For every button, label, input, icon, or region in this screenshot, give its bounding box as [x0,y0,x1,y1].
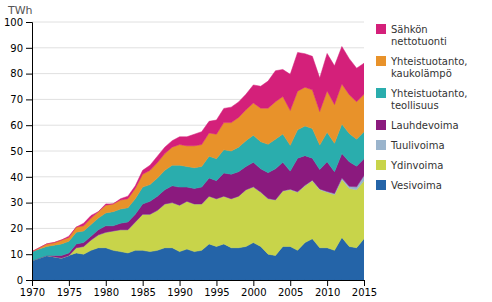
y-tick-mark [26,228,32,229]
legend-label: Vesivoima [391,180,442,191]
x-tick-label: 1975 [57,287,82,298]
x-tick-mark [253,280,254,286]
x-tick-label: 1970 [20,287,45,298]
y-tick: 100 [4,17,32,28]
y-tick: 10 [10,249,32,260]
y-tick-label: 50 [10,146,23,157]
y-tick: 80 [10,68,32,79]
y-tick-mark [26,74,32,75]
legend-swatch [376,88,386,98]
grid-line [32,22,364,23]
y-tick-mark [26,22,32,23]
x-tick: 2000 [241,280,266,298]
x-tick-mark [290,280,291,286]
grid [32,22,364,280]
x-tick: 2015 [352,280,377,298]
x-tick-label: 2005 [278,287,303,298]
legend-label: Tuulivoima [390,140,445,151]
legend-item: Yhteistuotanto,kaukolämpö [376,56,468,79]
y-axis-line [26,23,33,281]
legend-label: Ydinvoima [390,160,443,171]
legend-label: Yhteistuotanto,kaukolämpö [390,56,468,79]
legend-item: Yhteistuotanto,teollisuus [376,88,468,111]
legend-item: Tuulivoima [376,140,445,151]
areas [32,47,364,280]
legend-item: Sähkönnettotuonti [376,24,447,47]
y-tick-mark [26,48,32,49]
y-tick-mark [26,99,32,100]
y-tick-label: 0 [17,275,23,286]
legend-swatch [376,56,386,66]
x-tick-mark [216,280,217,286]
legend-label: Sähkönnettotuonti [391,24,447,47]
x-tick: 1990 [167,280,192,298]
x-tick: 2010 [315,280,340,298]
y-tick-label: 30 [10,197,23,208]
x-tick-label: 1985 [130,287,155,298]
grid-line [32,47,364,48]
x-tick: 1980 [94,280,119,298]
y-tick-mark [26,254,32,255]
x-tick: 1975 [57,280,82,298]
legend-item: Ydinvoima [376,160,443,171]
y-tick: 40 [10,172,32,183]
chart: 1970197519801985199019952000200520102015… [0,0,492,302]
y-tick-label: 100 [4,17,23,28]
legend-swatch [376,120,386,130]
y-tick-label: 10 [10,249,23,260]
y-tick: 70 [10,94,32,105]
legend-swatch [376,140,386,150]
x-tick-label: 2000 [241,287,266,298]
y-tick-label: 60 [10,120,23,131]
y-tick: 30 [10,197,32,208]
y-axis: 0 10 20 30 40 50 60 70 80 90 100 [4,17,33,286]
legend-label: Lauhdevoima [391,120,459,131]
y-tick: 20 [10,223,32,234]
y-axis-label: TWh [7,4,33,17]
y-tick-mark [26,203,32,204]
x-tick: 2005 [278,280,303,298]
y-tick: 90 [10,43,32,54]
x-tick-label: 1980 [94,287,119,298]
plot: 1970197519801985199019952000200520102015… [4,17,377,298]
area [32,84,364,252]
y-tick: 60 [10,120,32,131]
legend-item: Vesivoima [376,180,442,191]
x-tick-label: 1995 [204,287,229,298]
legend-swatch [376,160,386,170]
y-tick-label: 70 [10,94,23,105]
x-tick-mark [364,280,365,286]
legend-label: Yhteistuotanto,teollisuus [390,88,468,111]
x-axis: 1970 1975 1980 1985 1990 1995 2000 2005 2010 2015 [20,280,377,298]
x-tick-label: 2010 [315,287,340,298]
x-tick-mark [327,280,328,286]
x-tick-mark [69,280,70,286]
area [32,47,364,252]
x-tick-mark [106,280,107,286]
legend: Sähkönnettotuonti Yhteistuotanto,kaukoläm… [376,24,468,191]
y-tick-label: 20 [10,223,23,234]
y-tick-mark [26,125,32,126]
y-tick-mark [26,151,32,152]
y-tick-label: 90 [10,43,23,54]
x-tick-mark [180,280,181,286]
y-tick-label: 80 [10,68,23,79]
y-tick: 50 [10,146,32,157]
x-tick-label: 1990 [167,287,192,298]
y-tick-mark [26,177,32,178]
x-tick-mark [143,280,144,286]
y-tick-mark [26,280,32,281]
y-tick-label: 40 [10,172,23,183]
x-tick: 1995 [204,280,229,298]
x-tick: 1970 [20,280,45,298]
legend-item: Lauhdevoima [376,120,459,131]
legend-swatch [376,180,386,190]
legend-swatch [376,24,386,34]
x-tick-label: 2015 [352,287,377,298]
x-axis-line [33,281,365,287]
y-tick: 0 [17,275,32,286]
x-tick: 1985 [130,280,155,298]
